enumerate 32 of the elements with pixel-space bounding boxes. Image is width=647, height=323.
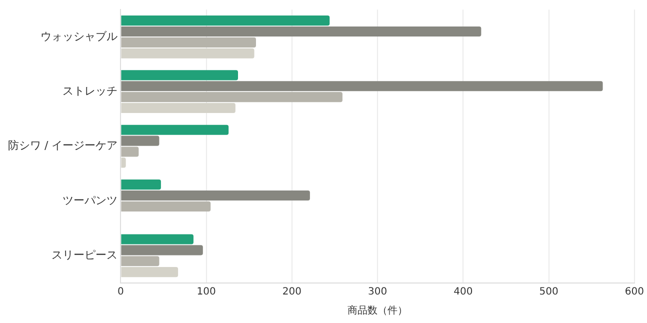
bar [121,158,126,168]
bar [121,136,160,146]
bar [121,146,139,157]
x-tick-label: 300 [368,286,388,298]
x-tick-label: 500 [539,286,558,298]
x-tick-label: 400 [454,286,473,298]
bar [121,124,229,135]
x-axis-title: 商品数（件） [348,304,408,317]
bar [121,245,203,256]
bar [121,267,178,278]
x-tick-label: 0 [118,286,124,298]
x-tick-label: 200 [282,286,302,298]
bar [121,81,603,92]
bar [121,256,160,266]
bar [121,37,256,48]
y-tick-label: ウォッシャブル [40,30,118,43]
bar [121,48,254,58]
bar [121,190,310,201]
bar [121,180,161,190]
bar [121,16,330,26]
bar [121,70,238,80]
y-tick-label: 防シワ / イージーケア [8,139,118,152]
y-tick-label: ツーパンツ [62,194,118,207]
bar [121,102,236,114]
x-tick-label: 600 [624,286,644,298]
bar [121,26,482,37]
bar [121,92,342,102]
x-tick-label: 100 [196,286,216,298]
bar [121,201,211,212]
y-tick-label: スリーピース [52,248,118,262]
bar [121,234,194,244]
y-tick-label: ストレッチ [62,84,118,98]
